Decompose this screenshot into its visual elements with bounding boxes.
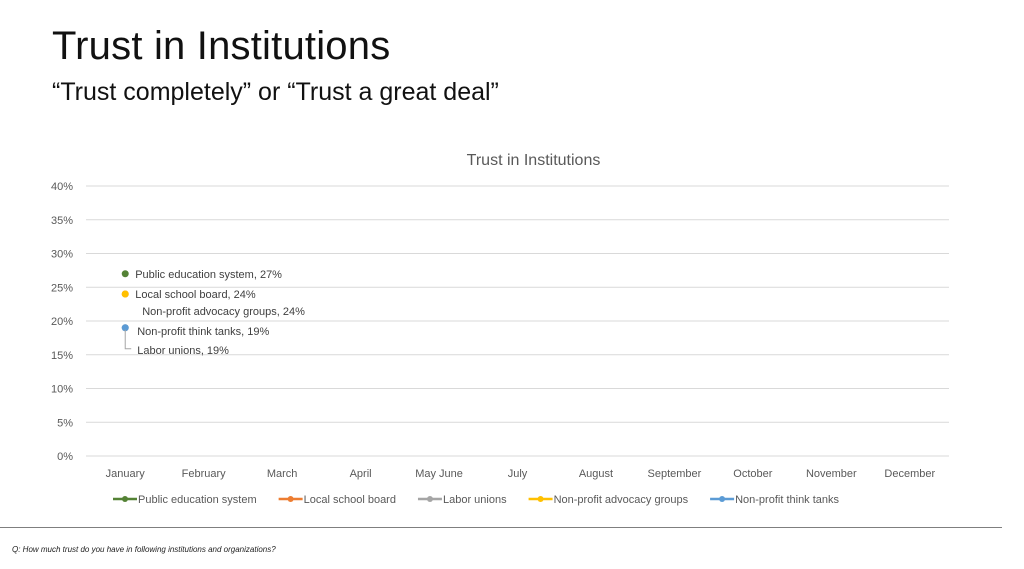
- data-label: Public education system, 27%: [135, 269, 282, 281]
- legend-marker: [426, 496, 433, 502]
- x-tick-label: March: [267, 468, 298, 480]
- x-tick-label: July: [508, 468, 528, 480]
- x-tick-label: February: [182, 468, 227, 480]
- y-tick-label: 40%: [51, 181, 73, 193]
- x-tick-label: September: [648, 468, 702, 480]
- data-label: Non-profit advocacy groups, 24%: [142, 306, 305, 318]
- legend-marker: [537, 496, 544, 502]
- footnote: Q: How much trust do you have in followi…: [12, 545, 276, 554]
- x-tick-label: August: [579, 468, 613, 480]
- footer-divider: [0, 527, 1002, 528]
- y-tick-label: 20%: [51, 316, 73, 328]
- y-tick-label: 25%: [51, 282, 73, 294]
- y-tick-label: 15%: [51, 350, 73, 362]
- x-tick-label: January: [106, 468, 146, 480]
- legend-entry: Non-profit think tanks: [735, 494, 839, 506]
- chart-title: Trust in Institutions: [467, 152, 601, 169]
- x-tick-label: December: [884, 468, 935, 480]
- data-point-public-education-system: [121, 270, 129, 278]
- data-label: Labor unions, 19%: [137, 345, 229, 357]
- slide-subtitle: “Trust completely” or “Trust a great dea…: [52, 78, 499, 106]
- data-point-non-profit-advocacy-groups: [121, 290, 129, 298]
- slide-title: Trust in Institutions: [52, 24, 391, 68]
- trust-line-chart: Trust in Institutions 0% 5% 10% 15% 20% 25% 30%…: [51, 152, 949, 506]
- legend-entry: Public education system: [138, 494, 257, 506]
- legend-entry: Non-profit advocacy groups: [554, 494, 689, 506]
- y-tick-label: 35%: [51, 215, 73, 227]
- label-leader-line: [124, 329, 132, 350]
- legend-marker: [287, 496, 294, 502]
- legend-marker: [122, 496, 128, 502]
- x-tick-label: October: [733, 468, 772, 480]
- y-tick-label: 30%: [51, 249, 73, 261]
- data-point-non-profit-think-tanks: [121, 324, 129, 332]
- data-label: Local school board, 24%: [135, 289, 256, 301]
- data-label: Non-profit think tanks, 19%: [137, 326, 269, 338]
- legend-entry: Labor unions: [443, 494, 507, 506]
- legend-marker: [719, 496, 726, 502]
- y-tick-label: 10%: [51, 384, 73, 396]
- legend-entry: Local school board: [304, 494, 396, 506]
- x-tick-label: May June: [415, 468, 463, 480]
- x-tick-label: November: [806, 468, 857, 480]
- x-tick-label: April: [350, 468, 372, 480]
- y-tick-label: 0%: [57, 451, 73, 463]
- y-tick-label: 5%: [57, 417, 73, 429]
